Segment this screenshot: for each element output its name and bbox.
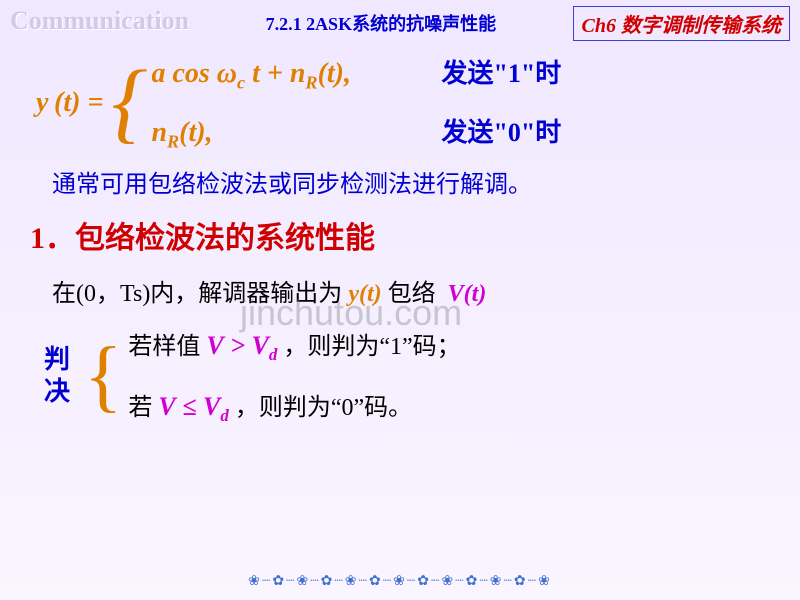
p2-vt: V(t) (448, 281, 487, 307)
content: y (t) = { a cos ωc t + nR(t), 发送"1"时 nR(… (0, 41, 800, 427)
eq1-case1-cond: 发送"1"时 (441, 53, 561, 90)
eq1-brace: { (111, 68, 147, 138)
eq1-case2-cond: 发送"0"时 (441, 112, 561, 149)
header: Communication 7.2.1 2ASK系统的抗噪声性能 Ch6 数字调… (0, 0, 800, 41)
paragraph-output: 在(0，Ts)内，解调器输出为 y(t) 包络 V(t) (52, 273, 764, 308)
header-section-title: 7.2.1 2ASK系统的抗噪声性能 (266, 10, 497, 36)
decision-row2-math: V ≤ Vd (158, 392, 228, 421)
eq1-lhs: y (t) = (36, 87, 103, 119)
p2-yt: y(t) (348, 281, 381, 307)
decision-row2-post: ，则判为“0”码。 (235, 395, 412, 421)
heading-envelope: 1．包络检波法的系统性能 (30, 213, 764, 257)
equation-yt: y (t) = { a cos ωc t + nR(t), 发送"1"时 nR(… (36, 53, 764, 152)
decision-row1: 若样值 V > Vd ，则判为“1”码； (128, 326, 460, 365)
decision-block: 判决 { 若样值 V > Vd ，则判为“1”码； 若 V ≤ Vd ，则判为“… (44, 326, 764, 426)
decision-row2-pre: 若 (128, 395, 158, 421)
decision-row1-pre: 若样值 (128, 334, 206, 360)
decision-row1-math: V > Vd (206, 331, 277, 360)
decision-label: 判决 (44, 344, 78, 408)
eq1-case1-math: a cos ωc t + nR(t), (151, 58, 441, 94)
decision-brace: { (84, 344, 122, 408)
decision-row2: 若 V ≤ Vd ，则判为“0”码。 (128, 387, 460, 426)
eq1-case2-math: nR(t), (151, 117, 441, 153)
p2-c: 包络 (388, 281, 436, 307)
paragraph-demod-methods: 通常可用包络检波法或同步检测法进行解调。 (52, 164, 764, 199)
footer-divider: ❀┈✿┈❀┈✿┈❀┈✿┈❀┈✿┈❀┈✿┈❀┈✿┈❀ (0, 573, 800, 590)
p2-a: 在(0，Ts)内，解调器输出为 (52, 281, 342, 307)
header-chapter: Ch6 数字调制传输系统 (573, 6, 790, 41)
header-brand: Communication (10, 6, 189, 36)
decision-row1-post: ，则判为“1”码； (283, 334, 460, 360)
